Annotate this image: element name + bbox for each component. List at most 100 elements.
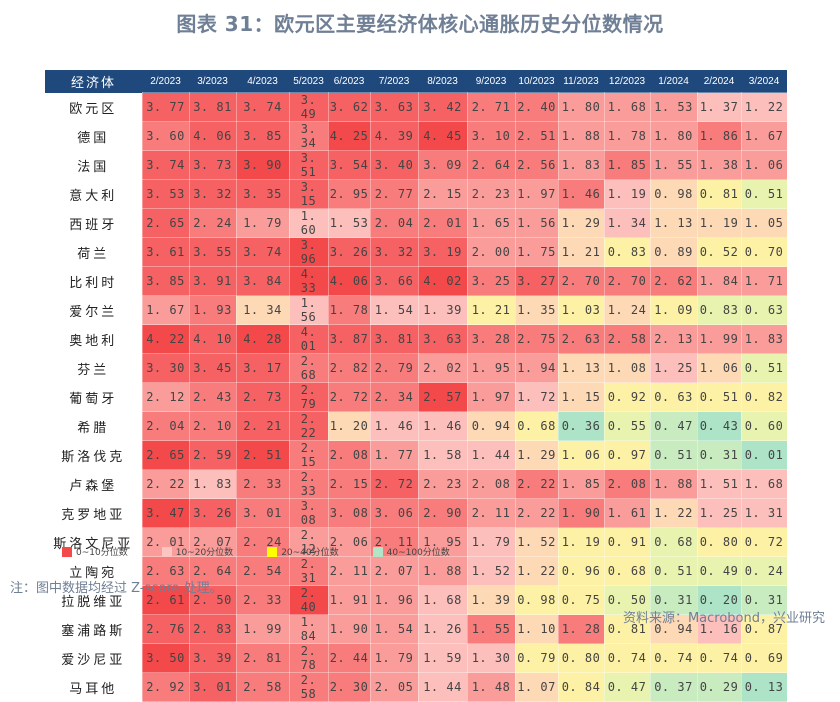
table-row: 荷兰 3. 61 3. 55 3. 74 3. 96 3. 26 3. 32 3. 19 2. … bbox=[45, 237, 788, 267]
heatmap-cell: 0. 63 bbox=[649, 382, 698, 412]
heatmap-cell: 2. 12 bbox=[141, 382, 190, 412]
heatmap-cell: 0. 96 bbox=[557, 556, 605, 586]
row-label: 欧元区 bbox=[45, 92, 143, 122]
table-row: 爱尔兰 1. 67 1. 93 1. 34 1. 56 1. 78 1. 54 1. 39 1.… bbox=[45, 295, 788, 325]
heatmap-cell: 0. 68 bbox=[514, 411, 559, 441]
column-header: 11/2023 bbox=[558, 70, 604, 93]
heatmap-cell: 2. 07 bbox=[369, 556, 419, 586]
heatmap-cell: 1. 72 bbox=[514, 382, 559, 412]
heatmap-cell: 2. 54 bbox=[235, 556, 290, 586]
legend-label: 0~10分位数 bbox=[76, 548, 128, 558]
heatmap-cell: 1. 06 bbox=[740, 150, 788, 180]
table-row: 意大利 3. 53 3. 32 3. 35 3. 15 2. 95 2. 77 2. 15 2.… bbox=[45, 179, 788, 209]
heatmap-cell: 3. 47 bbox=[141, 498, 190, 528]
heatmap-cell: 1. 26 bbox=[417, 614, 468, 644]
heatmap-cell: 0. 98 bbox=[514, 585, 559, 615]
heatmap-cell: 3. 01 bbox=[235, 498, 290, 528]
heatmap-cell: 2. 70 bbox=[603, 266, 651, 296]
heatmap-cell: 2. 50 bbox=[188, 585, 237, 615]
heatmap-cell: 4. 45 bbox=[417, 121, 468, 151]
heatmap-cell: 2. 58 bbox=[235, 672, 290, 702]
heatmap-cell: 3. 26 bbox=[327, 237, 371, 267]
heatmap-cell: 1. 67 bbox=[141, 295, 190, 325]
heatmap-cell: 0. 31 bbox=[649, 585, 698, 615]
table-row: 卢森堡 2. 22 1. 83 2. 33 2. 33 2. 15 2. 72 2. 23 2.… bbox=[45, 469, 788, 499]
row-label: 斯洛文尼亚 bbox=[45, 527, 143, 557]
row-label: 奥地利 bbox=[45, 324, 143, 354]
heatmap-cell: 3. 34 bbox=[288, 121, 329, 151]
table-row: 斯洛文尼亚 2. 01 2. 07 2. 24 2. 12 2. 06 2. 11 1. 95… bbox=[45, 527, 788, 557]
heatmap-cell: 0. 72 bbox=[740, 527, 788, 557]
heatmap-cell: 1. 39 bbox=[417, 295, 468, 325]
legend-swatch-icon bbox=[161, 546, 172, 557]
heatmap-cell: 2. 65 bbox=[141, 440, 190, 470]
heatmap-cell: 1. 24 bbox=[603, 295, 651, 325]
heatmap-cell: 0. 98 bbox=[649, 179, 698, 209]
heatmap-cell: 1. 91 bbox=[327, 585, 371, 615]
heatmap-cell: 1. 99 bbox=[696, 324, 742, 354]
heatmap-cell: 0. 79 bbox=[514, 643, 559, 673]
heatmap-cell: 3. 08 bbox=[327, 498, 371, 528]
heatmap-cell: 0. 43 bbox=[696, 411, 742, 441]
heatmap-cell: 3. 39 bbox=[188, 643, 237, 673]
heatmap-cell: 1. 85 bbox=[603, 150, 651, 180]
row-label: 爱尔兰 bbox=[45, 295, 143, 325]
heatmap-cell: 2. 07 bbox=[188, 527, 237, 557]
heatmap-cell: 1. 19 bbox=[603, 179, 651, 209]
legend-label: 40~100分位数 bbox=[386, 548, 450, 558]
heatmap-cell: 1. 88 bbox=[557, 121, 605, 151]
table-row: 爱沙尼亚 3. 50 3. 39 2. 81 2. 78 2. 44 1. 79 1. 59 1… bbox=[45, 643, 788, 673]
heatmap-cell: 1. 78 bbox=[327, 295, 371, 325]
heatmap-cell: 4. 22 bbox=[141, 324, 190, 354]
heatmap-table: 经济体 2/2023 3/2023 4/2023 5/2023 6/2023 7/2023… bbox=[45, 70, 788, 702]
heatmap-cell: 3. 60 bbox=[141, 121, 190, 151]
heatmap-cell: 1. 21 bbox=[466, 295, 516, 325]
chart-title: 图表 31：欧元区主要经济体核心通胀历史分位数情况 bbox=[176, 12, 664, 36]
heatmap-cell: 1. 29 bbox=[557, 208, 605, 238]
heatmap-cell: 1. 99 bbox=[235, 614, 290, 644]
heatmap-cell: 0. 89 bbox=[649, 237, 698, 267]
column-header: 3/2024 bbox=[741, 70, 787, 93]
table-row: 拉脱维亚 2. 61 2. 50 2. 33 2. 40 1. 91 1. 96 1. 68 1… bbox=[45, 585, 788, 615]
heatmap-cell: 4. 33 bbox=[288, 266, 329, 296]
heatmap-cell: 2. 11 bbox=[327, 556, 371, 586]
heatmap-cell: 2. 33 bbox=[235, 469, 290, 499]
heatmap-cell: 3. 66 bbox=[369, 266, 419, 296]
heatmap-cell: 2. 04 bbox=[369, 208, 419, 238]
heatmap-cell: 0. 60 bbox=[740, 411, 788, 441]
note-text: 注：图中数据均经过 Z-score 处理。 bbox=[10, 581, 223, 596]
heatmap-cell: 2. 44 bbox=[327, 643, 371, 673]
heatmap-cell: 2. 22 bbox=[514, 469, 559, 499]
column-header: 9/2023 bbox=[467, 70, 515, 93]
table-row: 斯洛伐克 2. 65 2. 59 2. 51 2. 15 2. 08 1. 77 1. 58 1… bbox=[45, 440, 788, 470]
heatmap-cell: 1. 13 bbox=[649, 208, 698, 238]
heatmap-cell: 3. 49 bbox=[288, 92, 329, 122]
heatmap-cell: 2. 40 bbox=[288, 585, 329, 615]
heatmap-cell: 2. 77 bbox=[369, 179, 419, 209]
heatmap-cell: 3. 35 bbox=[235, 179, 290, 209]
heatmap-cell: 3. 85 bbox=[235, 121, 290, 151]
heatmap-cell: 0. 37 bbox=[649, 672, 698, 702]
heatmap-cell: 4. 10 bbox=[188, 324, 237, 354]
heatmap-cell: 0. 29 bbox=[696, 672, 742, 702]
heatmap-cell: 2. 01 bbox=[417, 208, 468, 238]
row-label: 荷兰 bbox=[45, 237, 143, 267]
heatmap-cell: 2. 76 bbox=[141, 614, 190, 644]
heatmap-cell: 4. 25 bbox=[327, 121, 371, 151]
column-header: 8/2023 bbox=[418, 70, 467, 93]
heatmap-cell: 2. 65 bbox=[141, 208, 190, 238]
legend-swatch-icon bbox=[267, 546, 278, 557]
heatmap-cell: 0. 74 bbox=[649, 643, 698, 673]
heatmap-cell: 1. 58 bbox=[417, 440, 468, 470]
heatmap-cell: 1. 79 bbox=[235, 208, 290, 238]
heatmap-cell: 1. 86 bbox=[696, 121, 742, 151]
heatmap-cell: 2. 79 bbox=[369, 353, 419, 383]
heatmap-cell: 2. 15 bbox=[288, 440, 329, 470]
heatmap-cell: 1. 96 bbox=[369, 585, 419, 615]
heatmap-cell: 0. 31 bbox=[696, 440, 742, 470]
heatmap-cell: 3. 28 bbox=[466, 324, 516, 354]
heatmap-cell: 3. 15 bbox=[288, 179, 329, 209]
heatmap-cell: 2. 78 bbox=[288, 643, 329, 673]
legend-label: 20~40分位数 bbox=[281, 548, 339, 558]
legend-item: 20~40分位数 bbox=[267, 545, 339, 558]
